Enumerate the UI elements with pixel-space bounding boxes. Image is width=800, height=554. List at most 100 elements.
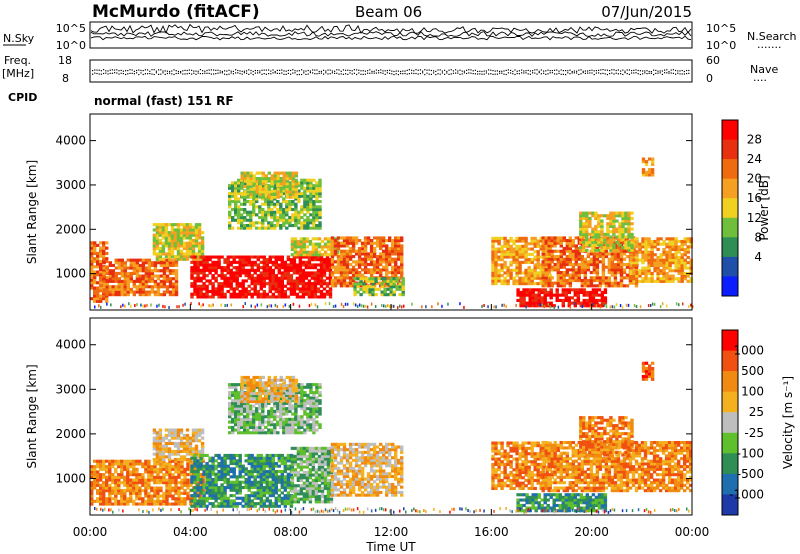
range-cell — [559, 241, 563, 245]
range-cell — [294, 195, 299, 199]
freq-point — [567, 72, 569, 74]
range-cell — [366, 252, 371, 256]
range-cell — [214, 260, 218, 264]
range-cell — [141, 462, 145, 466]
range-cell — [153, 478, 157, 482]
range-cell — [271, 260, 275, 264]
range-cell — [276, 208, 280, 212]
range-cell — [220, 284, 224, 288]
range-cell — [357, 247, 362, 251]
range-cell — [105, 251, 109, 255]
range-cell — [147, 462, 151, 466]
range-cell — [165, 497, 169, 501]
range-cell — [565, 241, 569, 245]
range-cell — [363, 236, 368, 240]
range-cell — [650, 160, 655, 164]
range-cell — [114, 489, 118, 493]
range-cell — [597, 219, 601, 223]
range-cell — [668, 274, 672, 278]
range-cell — [375, 236, 380, 240]
range-cell — [531, 304, 535, 308]
range-cell — [168, 459, 172, 463]
range-cell — [568, 236, 572, 240]
range-cell — [573, 304, 577, 308]
range-cell — [509, 255, 513, 259]
range-cell — [288, 185, 293, 189]
freq-point — [430, 73, 432, 75]
range-cell — [580, 281, 584, 285]
range-cell — [653, 253, 657, 257]
range-cell — [319, 263, 324, 267]
y-tick-label: 2000 — [55, 222, 86, 236]
range-cell — [333, 239, 338, 243]
range-cell — [102, 294, 106, 298]
range-cell — [547, 236, 551, 240]
range-cell — [108, 478, 112, 482]
range-cell — [650, 253, 654, 257]
freq-point — [569, 73, 571, 75]
range-cell — [647, 245, 651, 249]
range-cell — [586, 268, 591, 272]
range-cell — [624, 235, 628, 239]
range-cell — [174, 489, 178, 493]
range-cell — [668, 261, 672, 265]
range-cell — [102, 251, 106, 255]
range-cell — [231, 189, 235, 193]
freq-point — [450, 73, 452, 75]
range-cell — [99, 241, 103, 245]
ground-scatter-cell — [340, 302, 343, 306]
range-cell — [689, 261, 693, 265]
range-cell — [99, 483, 103, 487]
freq-point — [457, 70, 459, 72]
range-cell — [240, 213, 244, 217]
ground-scatter-cell — [362, 304, 365, 308]
range-cell — [686, 255, 690, 259]
range-cell — [586, 255, 591, 259]
range-cell — [521, 255, 525, 259]
range-cell — [220, 295, 224, 299]
range-cell — [635, 279, 639, 283]
range-cell — [165, 489, 169, 493]
freq-point — [411, 72, 413, 74]
range-cell — [195, 481, 199, 485]
range-cell — [351, 271, 356, 275]
colorbar-swatch — [722, 276, 738, 297]
range-cell — [261, 182, 265, 186]
range-cell — [265, 282, 269, 286]
range-cell — [244, 287, 248, 291]
range-cell — [90, 241, 94, 245]
range-cell — [162, 459, 166, 463]
freq-point — [296, 70, 298, 72]
range-cell — [500, 236, 504, 240]
range-cell — [586, 260, 591, 264]
range-cell — [336, 236, 341, 240]
range-cell — [677, 269, 681, 273]
range-cell — [537, 290, 541, 294]
range-cell — [258, 208, 262, 212]
range-cell — [171, 271, 176, 275]
range-cell — [494, 239, 498, 243]
range-cell — [348, 252, 353, 256]
range-cell — [571, 273, 575, 277]
range-cell — [389, 293, 393, 297]
range-cell — [607, 265, 612, 269]
freq-point — [672, 72, 674, 74]
range-cell — [612, 216, 616, 220]
freq-point — [373, 72, 375, 74]
range-cell — [289, 274, 294, 278]
range-cell — [252, 195, 256, 199]
range-cell — [385, 247, 389, 251]
freq-point — [94, 72, 96, 74]
range-cell — [530, 274, 534, 278]
range-cell — [574, 271, 578, 275]
range-cell — [553, 236, 557, 240]
freq-point — [338, 69, 340, 71]
freq-point — [254, 72, 256, 74]
range-cell — [533, 236, 537, 240]
range-cell — [509, 274, 513, 278]
range-cell — [371, 285, 375, 289]
range-cell — [177, 473, 181, 477]
range-cell — [330, 236, 335, 240]
range-cell — [282, 208, 286, 212]
freq-point — [384, 73, 386, 75]
